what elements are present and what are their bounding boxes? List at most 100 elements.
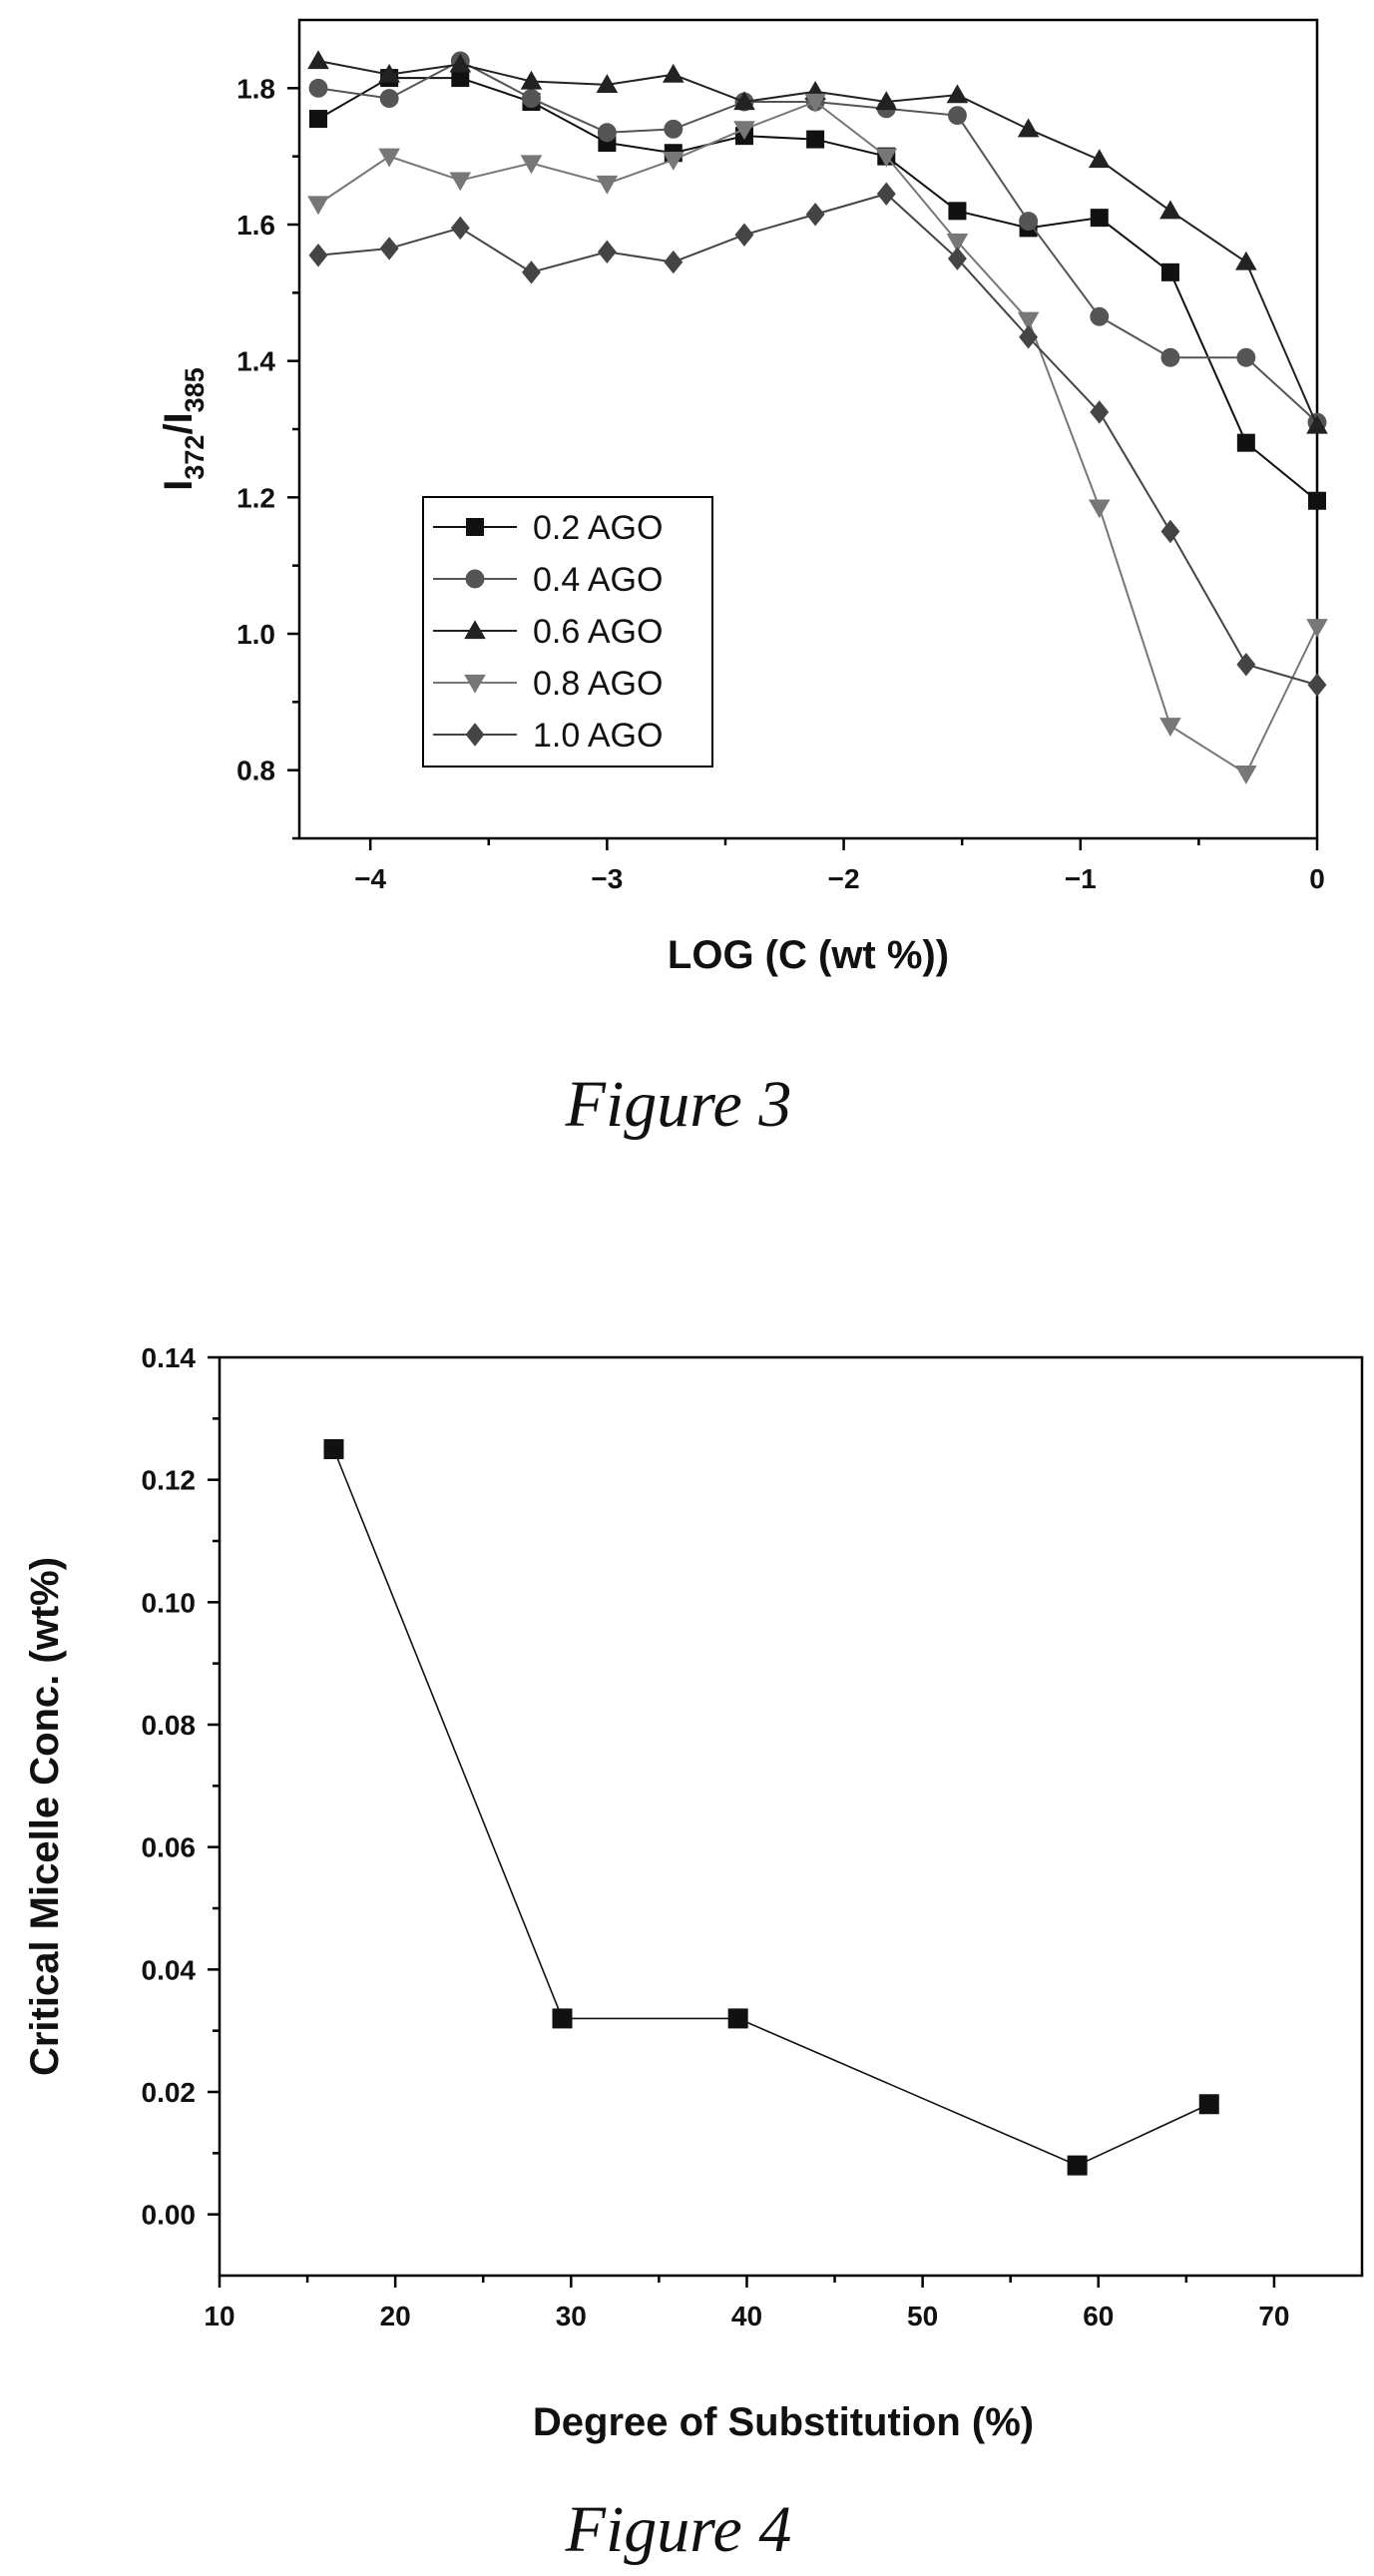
y-tick-label: 0.8 [236, 756, 275, 786]
data-point [450, 216, 470, 241]
series-1 [308, 69, 1326, 510]
data-point [1159, 718, 1181, 738]
data-point [946, 233, 969, 253]
x-tick-label: −1 [1065, 863, 1097, 894]
figure-4-ticks: 10 20 30 40 50 60 70 0.00 0.02 0.04 0.06 0.08 0.10 0.… [142, 1342, 1290, 2331]
legend-label: 0.2 AGO [533, 509, 663, 547]
figure-3-legend-box [422, 496, 713, 768]
data-point [875, 148, 898, 168]
data-point [1090, 209, 1109, 228]
legend-marker [466, 518, 484, 536]
data-point [1306, 414, 1328, 434]
figure-3-x-axis-label: LOG (C (wt %)) [668, 933, 949, 977]
y-tick-label: 1.2 [236, 482, 275, 513]
data-point [1308, 491, 1326, 510]
figure-3-chart: −4 −3 −2 −1 0 0.8 1.0 1.2 1.4 1.6 1.8 0.2 AGO 0.4 A… [157, 18, 1328, 1141]
data-point [1090, 306, 1110, 326]
data-point [1236, 347, 1256, 367]
data-point [308, 110, 327, 129]
figure-4-series [323, 1439, 1219, 2176]
legend-label: 0.8 AGO [533, 665, 663, 703]
y-tick-label: 0.12 [142, 1465, 197, 1496]
y-tick-label: 0.00 [142, 2200, 197, 2231]
data-point [1017, 311, 1040, 331]
y-tick-label: 1.8 [236, 73, 275, 104]
series-5 [308, 182, 1327, 697]
data-point [805, 203, 825, 227]
legend-label: 0.4 AGO [533, 561, 663, 599]
legend-label: 0.6 AGO [533, 613, 663, 651]
x-tick-label: 70 [1258, 2301, 1289, 2331]
data-point [520, 70, 543, 90]
data-point [596, 74, 619, 94]
data-point [307, 196, 329, 216]
x-tick-label: −4 [354, 863, 386, 894]
data-point [947, 247, 967, 270]
x-tick-label: 50 [907, 2301, 938, 2331]
figure-4-y-axis-label: Critical Micelle Conc. (wt%) [23, 1557, 67, 2076]
figure-4-caption: Figure 4 [565, 2493, 792, 2566]
data-point [451, 69, 470, 88]
data-point [1236, 433, 1255, 452]
data-point [1090, 400, 1110, 424]
figure-3-y-axis-label: I372/I385 [157, 367, 210, 490]
data-point [948, 202, 967, 221]
figure-3-series [307, 50, 1328, 784]
data-point [1088, 499, 1111, 519]
data-point [1019, 325, 1039, 349]
data-point [733, 91, 755, 111]
y-tick-label: 0.08 [142, 1710, 197, 1741]
x-tick-label: 10 [204, 2301, 234, 2331]
data-point [734, 223, 754, 247]
figure-4-x-axis-label: Degree of Substitution (%) [533, 2400, 1034, 2444]
legend-marker [465, 569, 485, 589]
data-point [946, 84, 969, 104]
y-tick-label: 0.02 [142, 2077, 197, 2108]
series-1 [323, 1439, 1219, 2176]
data-point [1017, 118, 1040, 138]
data-point [876, 182, 896, 206]
series-2 [308, 51, 1327, 432]
data-point [308, 244, 328, 267]
data-point [727, 2008, 748, 2029]
data-point [520, 155, 543, 175]
legend-marker [464, 674, 486, 694]
y-tick-label: 1.4 [236, 346, 275, 377]
data-point [1160, 519, 1180, 544]
data-point [308, 78, 328, 98]
data-point [449, 53, 472, 73]
data-point [664, 250, 684, 274]
figure-4-plot-frame [218, 1355, 1364, 2278]
series-4 [307, 93, 1328, 784]
data-point [379, 89, 399, 109]
data-point [1306, 619, 1328, 638]
data-point [947, 106, 967, 126]
x-tick-label: 20 [380, 2301, 411, 2331]
data-point [662, 151, 685, 171]
y-tick-label: 0.06 [142, 1832, 197, 1863]
series-3 [307, 50, 1328, 434]
data-point [307, 50, 329, 70]
figure-4-chart: 10 20 30 40 50 60 70 0.00 0.02 0.04 0.06 0.08 0.10 0.… [23, 1342, 1364, 2566]
y-tick-label: 0.04 [142, 1954, 197, 1985]
y-tick-label: 1.0 [236, 619, 275, 650]
data-point [1088, 149, 1111, 169]
series-line [317, 100, 1318, 775]
data-point [379, 237, 399, 260]
data-point [1159, 200, 1181, 220]
data-point [378, 63, 400, 83]
data-point [1235, 765, 1257, 784]
data-point [597, 240, 617, 264]
data-point [733, 121, 755, 141]
data-point [664, 119, 684, 139]
data-point [1235, 251, 1257, 270]
data-point [552, 2008, 573, 2029]
data-point [596, 175, 619, 195]
data-point [597, 123, 617, 143]
data-point [1067, 2155, 1088, 2176]
x-tick-label: 0 [1309, 863, 1325, 894]
figure-3-ticks: −4 −3 −2 −1 0 0.8 1.0 1.2 1.4 1.6 1.8 [236, 73, 1325, 894]
figure-3-legend: 0.2 AGO 0.4 AGO 0.6 AGO 0.8 AGO 1.0 AGO [422, 496, 713, 768]
data-point [522, 89, 541, 109]
